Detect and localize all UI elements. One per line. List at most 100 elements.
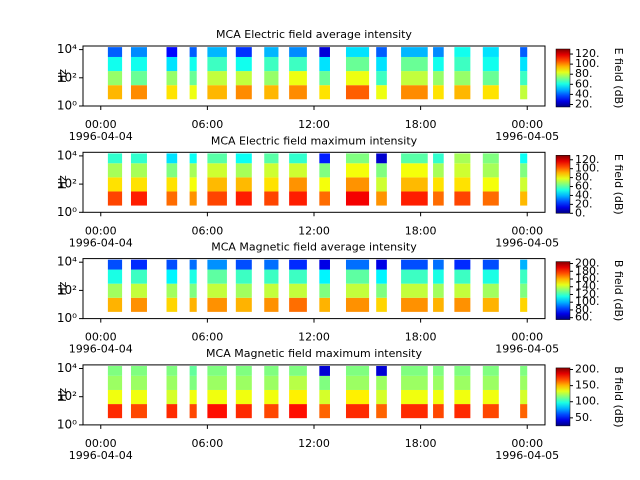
panel-title: MCA Electric field maximum intensity xyxy=(211,134,418,147)
spectrogram-cell xyxy=(433,283,444,298)
spectrogram-cell xyxy=(454,56,471,72)
spectrogram-cell xyxy=(376,269,387,284)
spectrogram-cell xyxy=(264,404,279,419)
spectrogram-cell xyxy=(130,366,147,376)
colorbar xyxy=(555,261,571,320)
spectrogram-cell xyxy=(207,297,227,312)
spectrogram-cell xyxy=(130,269,147,284)
spectrogram-cell xyxy=(319,177,330,192)
spectrogram-cell xyxy=(189,177,197,192)
colorbar-tick-label: 120. xyxy=(575,47,600,60)
colorbar xyxy=(555,155,571,214)
spectrogram-cell xyxy=(319,71,330,86)
spectrogram-cell xyxy=(401,177,428,192)
spectrogram-cell xyxy=(433,389,444,405)
spectrogram-cell xyxy=(376,404,387,419)
spectrogram-cell xyxy=(520,191,528,206)
spectrogram-cell xyxy=(401,47,428,57)
spectrogram-cell xyxy=(166,85,178,100)
colorbar-tick-label: 100. xyxy=(575,57,600,70)
spectrogram-cell xyxy=(289,259,307,270)
y-tick-label: 10² xyxy=(57,283,77,297)
colorbar-tick-label: 150. xyxy=(575,379,600,392)
spectrogram-cell xyxy=(433,259,444,270)
spectrogram-cell xyxy=(482,47,499,57)
spectrogram-cell xyxy=(207,191,227,206)
spectrogram-cell xyxy=(454,269,471,284)
x-tick-label: 00:00 xyxy=(85,437,117,450)
spectrogram-cell xyxy=(376,283,387,298)
spectrogram-cell xyxy=(107,389,123,405)
spectrogram-cell xyxy=(207,404,227,419)
x-tick-label: 18:00 xyxy=(405,118,437,131)
spectrogram-cell xyxy=(207,366,227,376)
spectrogram-cell xyxy=(482,283,499,298)
spectrogram-cell xyxy=(107,85,123,100)
x-date-label: 1996-04-04 xyxy=(69,449,133,462)
x-tick-label: 18:00 xyxy=(405,437,437,450)
spectrogram-cell xyxy=(345,404,370,419)
spectrogram-cell xyxy=(189,375,197,390)
colorbar-tick-label: 60. xyxy=(575,77,593,90)
plot-frame xyxy=(82,151,546,213)
spectrogram-cell xyxy=(235,56,252,72)
colorbar-tick-label: 120. xyxy=(575,153,600,166)
spectrogram-cell xyxy=(401,389,428,405)
spectrogram-cell xyxy=(264,375,279,390)
spectrogram-cell xyxy=(264,366,279,376)
spectrogram-cell xyxy=(520,56,528,72)
spectrogram-cell xyxy=(166,153,178,164)
spectrogram-cell xyxy=(376,177,387,192)
spectrogram-cell xyxy=(376,47,387,57)
x-date-label: 1996-04-04 xyxy=(69,130,133,143)
x-tick-label: 00:00 xyxy=(85,118,117,131)
spectrogram-cell xyxy=(482,404,499,419)
spectrogram-cell xyxy=(189,283,197,298)
colorbar-tick-label: 0. xyxy=(575,206,586,219)
y-tick-label: 10⁰ xyxy=(57,417,77,431)
spectrogram-cell xyxy=(520,389,528,405)
spectrogram-cell xyxy=(235,191,252,206)
spectrogram-cell xyxy=(482,389,499,405)
spectrogram-cell xyxy=(454,177,471,192)
colorbar-label: E field (dB) xyxy=(612,48,625,109)
x-date-label: 1996-04-05 xyxy=(495,343,559,356)
x-tick-label: 12:00 xyxy=(298,118,330,131)
spectrogram-cell xyxy=(454,375,471,390)
spectrogram-cell xyxy=(289,404,307,419)
spectrogram-cell xyxy=(166,283,178,298)
spectrogram-cell xyxy=(401,56,428,72)
colorbar-tick-label: 100. xyxy=(575,295,600,308)
spectrogram-cell xyxy=(454,163,471,178)
spectrogram-cell xyxy=(107,177,123,192)
y-tick-label: 10⁴ xyxy=(57,148,77,162)
x-tick-label: 18:00 xyxy=(405,224,437,237)
spectrogram-cell xyxy=(189,297,197,312)
y-axis-label: Hz xyxy=(56,281,69,295)
spectrogram-cell xyxy=(401,269,428,284)
spectrogram-cell xyxy=(433,163,444,178)
spectrogram-cell xyxy=(319,153,330,164)
spectrogram-cell xyxy=(130,283,147,298)
spectrogram-cell xyxy=(376,56,387,72)
x-tick-label: 06:00 xyxy=(192,331,224,344)
spectrogram-cell xyxy=(345,47,370,57)
spectrogram-cell xyxy=(454,191,471,206)
spectrogram-cell xyxy=(289,56,307,72)
spectrogram-cell xyxy=(235,177,252,192)
spectrogram-cell xyxy=(235,47,252,57)
colorbar-tick-label: 120. xyxy=(575,287,600,300)
spectrogram-cell xyxy=(264,71,279,86)
spectrogram-cell xyxy=(189,269,197,284)
spectrogram-cell xyxy=(235,85,252,100)
spectrogram-cell xyxy=(520,153,528,164)
spectrogram-cell xyxy=(520,259,528,270)
spectrogram-cell xyxy=(376,153,387,164)
colorbar-tick-label: 180. xyxy=(575,264,600,277)
spectrogram-cell xyxy=(235,153,252,164)
colorbar-tick-label: 50. xyxy=(575,411,593,424)
spectrogram-cell xyxy=(482,375,499,390)
spectrogram-cell xyxy=(482,191,499,206)
colorbar-label: B field (dB) xyxy=(612,260,625,321)
spectrogram-cell xyxy=(482,177,499,192)
